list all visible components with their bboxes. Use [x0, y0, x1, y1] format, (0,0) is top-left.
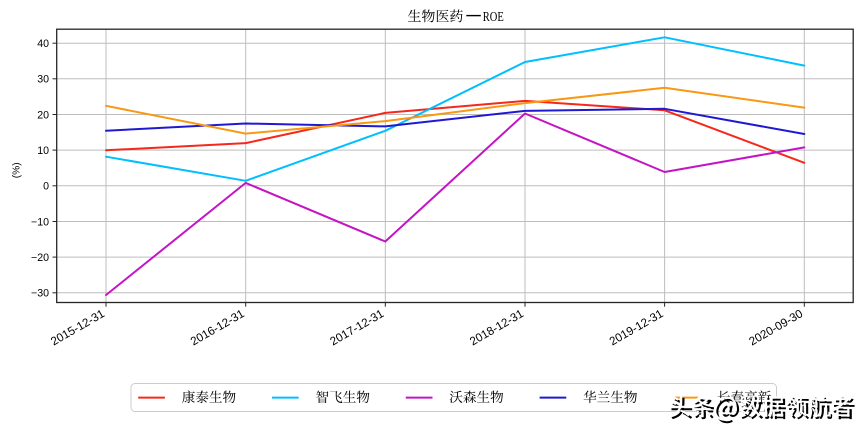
- svg-text:ROE: ROE: [483, 10, 504, 25]
- svg-text:−10: −10: [31, 216, 49, 228]
- svg-text:−30: −30: [31, 288, 49, 300]
- svg-text:20: 20: [37, 109, 49, 121]
- svg-text:10: 10: [37, 145, 49, 157]
- svg-text:30: 30: [37, 74, 49, 86]
- svg-text:−20: −20: [31, 252, 49, 264]
- svg-text:40: 40: [37, 38, 49, 50]
- svg-text:0: 0: [43, 181, 49, 193]
- svg-text:(%): (%): [12, 162, 23, 178]
